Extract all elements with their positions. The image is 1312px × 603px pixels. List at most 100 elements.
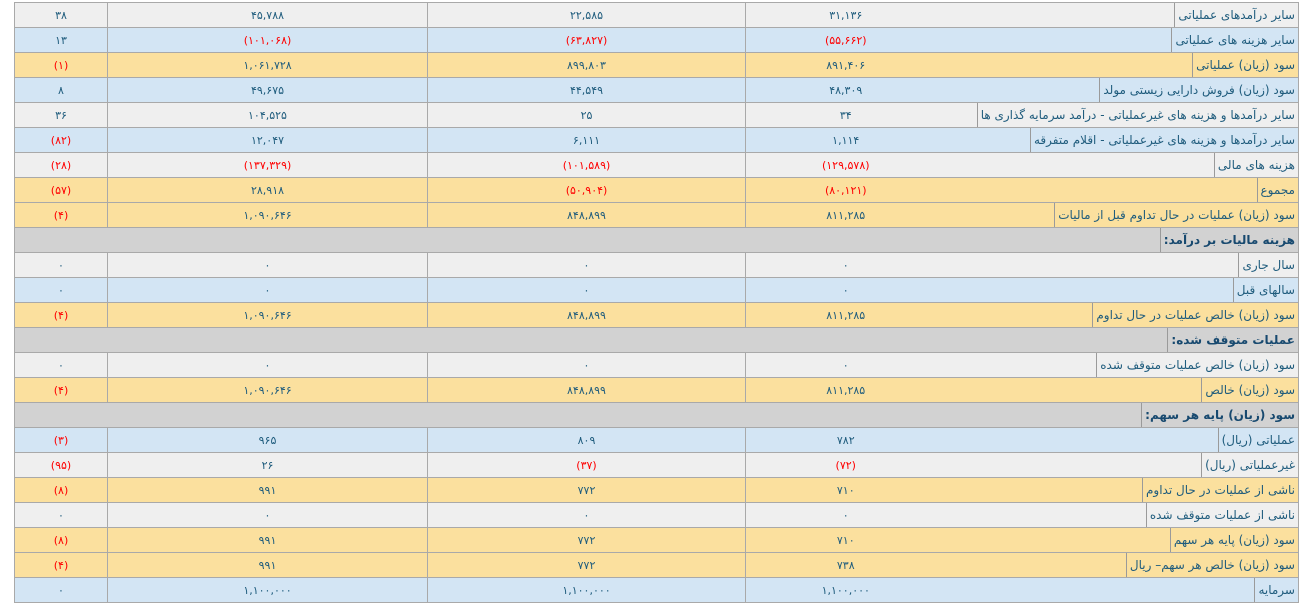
row-label: سود (زیان) عملیات در حال تداوم قبل از ما… <box>1054 203 1298 227</box>
value-cell: ۱,۱۱۴ <box>745 127 946 153</box>
percent-cell: (۸) <box>14 477 108 503</box>
row-label: عملیاتی (ریال) <box>1217 428 1298 452</box>
value-cell: ۹۹۱ <box>107 477 428 503</box>
value-cell: ۷۳۸ <box>745 552 946 578</box>
row-label-cell: غیرعملیاتی (ریال) <box>945 452 1299 478</box>
percent-cell: ۳۸ <box>14 2 108 28</box>
value-cell: ۸۹۹,۸۰۳ <box>427 52 746 78</box>
table-body: سایر درآمدهای عملیاتی ۳۱,۱۳۶ ۲۲,۵۸۵ ۴۵,۷۸۸ ۳… <box>14 2 1299 603</box>
percent-cell: (۴) <box>14 202 108 228</box>
value-cell: ۰ <box>745 502 946 528</box>
section-header-row: عملیات متوقف شده: <box>14 327 1299 353</box>
table-row: سود (زیان) فروش دارایی زیستی مولد ۴۸,۳۰۹ ۴… <box>14 77 1299 103</box>
value-cell: ۱,۰۹۰,۶۴۶ <box>107 302 428 328</box>
table-row: سود (زیان) خالص عملیات متوقف شده ۰ ۰ ۰ ۰ <box>14 352 1299 378</box>
row-label-cell: مجموع <box>945 177 1299 203</box>
value-cell: ۸۱۱,۲۸۵ <box>745 202 946 228</box>
row-label-cell: سود (زیان) خالص <box>945 377 1299 403</box>
percent-cell: (۸) <box>14 527 108 553</box>
table-row: سایر درآمدها و هزینه های غیرعملیاتی - اق… <box>14 127 1299 153</box>
percent-cell: ۰ <box>14 252 108 278</box>
row-label: سرمایه <box>1254 578 1298 602</box>
value-cell: ۰ <box>107 277 428 303</box>
row-label: هزینه های مالی <box>1213 153 1298 177</box>
table-row: غیرعملیاتی (ریال) (۷۲) (۳۷) ۲۶ (۹۵) <box>14 452 1299 478</box>
section-header-cell: هزینه مالیات بر درآمد: <box>14 227 1299 253</box>
value-cell: ۱,۱۰۰,۰۰۰ <box>107 577 428 603</box>
percent-cell: (۸۲) <box>14 127 108 153</box>
value-cell: ۰ <box>427 277 746 303</box>
value-cell: ۶,۱۱۱ <box>427 127 746 153</box>
table-row: عملیاتی (ریال) ۷۸۲ ۸۰۹ ۹۶۵ (۳) <box>14 427 1299 453</box>
row-label: سود (زیان) فروش دارایی زیستی مولد <box>1099 78 1298 102</box>
table-row: سود (زیان) خالص ۸۱۱,۲۸۵ ۸۴۸,۸۹۹ ۱,۰۹۰,۶۴۶ (۴… <box>14 377 1299 403</box>
table-row: مجموع (۸۰,۱۲۱) (۵۰,۹۰۴) ۲۸,۹۱۸ (۵۷) <box>14 177 1299 203</box>
value-cell: ۱۰۴,۵۲۵ <box>107 102 428 128</box>
value-cell: ۱,۱۰۰,۰۰۰ <box>427 577 746 603</box>
row-label-cell: ناشی از عملیات در حال تداوم <box>945 477 1299 503</box>
row-label: سایر درآمدها و هزینه های غیرعملیاتی - در… <box>976 103 1298 127</box>
value-cell: (۷۲) <box>745 452 946 478</box>
section-header-cell: سود (زیان) پایه هر سهم: <box>14 402 1299 428</box>
value-cell: (۶۳,۸۲۷) <box>427 27 746 53</box>
value-cell: (۸۰,۱۲۱) <box>745 177 946 203</box>
row-label-cell: عملیاتی (ریال) <box>945 427 1299 453</box>
value-cell: ۹۶۵ <box>107 427 428 453</box>
table-row: ناشی از عملیات در حال تداوم ۷۱۰ ۷۷۲ ۹۹۱ (۸) <box>14 477 1299 503</box>
value-cell: ۸۴۸,۸۹۹ <box>427 377 746 403</box>
value-cell: ۸۰۹ <box>427 427 746 453</box>
value-cell: ۴۵,۷۸۸ <box>107 2 428 28</box>
row-label: سایر درآمدها و هزینه های غیرعملیاتی - اق… <box>1030 128 1298 152</box>
value-cell: ۰ <box>427 252 746 278</box>
value-cell: ۴۸,۳۰۹ <box>745 77 946 103</box>
row-label-cell: سود (زیان) خالص عملیات در حال تداوم <box>945 302 1299 328</box>
percent-cell: ۰ <box>14 277 108 303</box>
row-label-cell: سود (زیان) عملیات در حال تداوم قبل از ما… <box>945 202 1299 228</box>
row-label: سایر هزینه های عملیاتی <box>1171 28 1298 52</box>
value-cell: ۱,۰۶۱,۷۲۸ <box>107 52 428 78</box>
percent-cell: (۲۸) <box>14 152 108 178</box>
row-label-cell: سایر درآمدهای عملیاتی <box>945 2 1299 28</box>
section-header-label: هزینه مالیات بر درآمد: <box>1159 228 1298 252</box>
table-row: سالهای قبل ۰ ۰ ۰ ۰ <box>14 277 1299 303</box>
value-cell: (۵۵,۶۶۲) <box>745 27 946 53</box>
row-label-cell: هزینه های مالی <box>945 152 1299 178</box>
percent-cell: ۰ <box>14 352 108 378</box>
value-cell: ۴۴,۵۴۹ <box>427 77 746 103</box>
percent-cell: (۴) <box>14 302 108 328</box>
row-label-cell: سایر هزینه های عملیاتی <box>945 27 1299 53</box>
table-row: سرمایه ۱,۱۰۰,۰۰۰ ۱,۱۰۰,۰۰۰ ۱,۱۰۰,۰۰۰ ۰ <box>14 577 1299 603</box>
value-cell: ۸۱۱,۲۸۵ <box>745 302 946 328</box>
row-label-cell: سایر درآمدها و هزینه های غیرعملیاتی - اق… <box>945 127 1299 153</box>
row-label-cell: سالهای قبل <box>945 277 1299 303</box>
table-row: سال جاری ۰ ۰ ۰ ۰ <box>14 252 1299 278</box>
table-row: هزینه های مالی (۱۲۹,۵۷۸) (۱۰۱,۵۸۹) (۱۳۷,۳۲۹… <box>14 152 1299 178</box>
value-cell: (۱۰۱,۵۸۹) <box>427 152 746 178</box>
row-label: سود (زیان) خالص عملیات متوقف شده <box>1096 353 1298 377</box>
section-header-cell: عملیات متوقف شده: <box>14 327 1299 353</box>
value-cell: ۷۱۰ <box>745 477 946 503</box>
value-cell: ۸۹۱,۴۰۶ <box>745 52 946 78</box>
value-cell: ۰ <box>745 277 946 303</box>
table-row: سود (زیان) عملیاتی ۸۹۱,۴۰۶ ۸۹۹,۸۰۳ ۱,۰۶۱,۷۲… <box>14 52 1299 78</box>
value-cell: ۷۷۲ <box>427 527 746 553</box>
row-label: ناشی از عملیات در حال تداوم <box>1141 478 1298 502</box>
value-cell: ۰ <box>107 502 428 528</box>
value-cell: ۰ <box>107 352 428 378</box>
percent-cell: ۸ <box>14 77 108 103</box>
value-cell: ۱۲,۰۴۷ <box>107 127 428 153</box>
row-label: سال جاری <box>1238 253 1298 277</box>
row-label: مجموع <box>1256 178 1298 202</box>
row-label-cell: ناشی از عملیات متوقف شده <box>945 502 1299 528</box>
table-row: سود (زیان) عملیات در حال تداوم قبل از ما… <box>14 202 1299 228</box>
percent-cell: (۴) <box>14 552 108 578</box>
value-cell: ۷۷۲ <box>427 477 746 503</box>
income-statement-table: سایر درآمدهای عملیاتی ۳۱,۱۳۶ ۲۲,۵۸۵ ۴۵,۷۸۸ ۳… <box>14 2 1299 603</box>
percent-cell: ۱۳ <box>14 27 108 53</box>
table-row: سود (زیان) پایه هر سهم ۷۱۰ ۷۷۲ ۹۹۱ (۸) <box>14 527 1299 553</box>
percent-cell: (۴) <box>14 377 108 403</box>
value-cell: ۰ <box>427 502 746 528</box>
value-cell: (۵۰,۹۰۴) <box>427 177 746 203</box>
row-label-cell: سود (زیان) عملیاتی <box>945 52 1299 78</box>
